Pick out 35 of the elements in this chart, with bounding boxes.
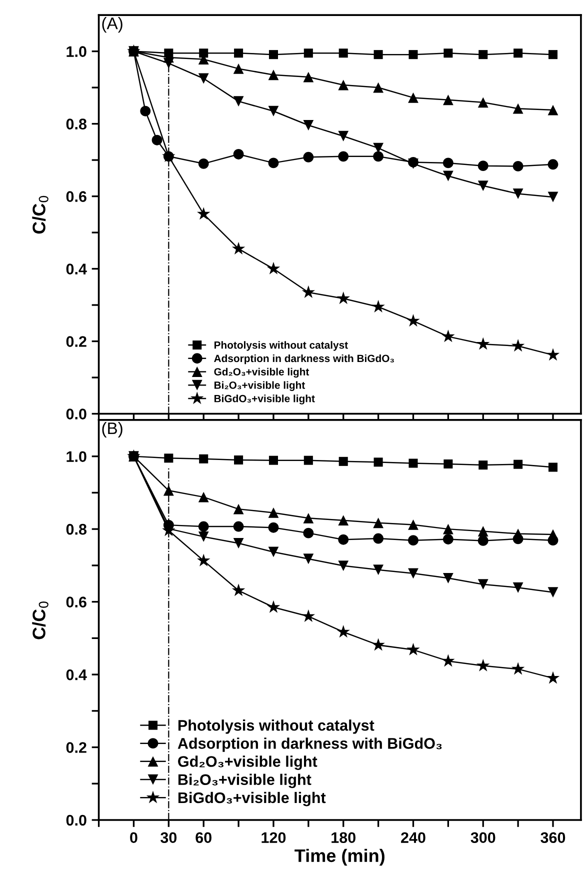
y-tick-label: 1.0 (66, 46, 86, 57)
legend-label: Bi₂O₃+visible light (214, 381, 305, 391)
legend-label: Gd₂O₃+visible light (178, 756, 318, 770)
x-tick-label: 0 (130, 832, 138, 844)
y-tick-label: 0.2 (66, 336, 86, 347)
x-tick-label: 360 (540, 832, 566, 844)
y-tick-label: 0.6 (66, 191, 86, 202)
x-tick-label: 240 (401, 832, 426, 844)
annotation: (A) (102, 17, 122, 33)
x-tick-label: 300 (470, 832, 496, 844)
x-tick-label: 60 (196, 832, 212, 844)
legend-label: Photolysis without catalyst (178, 720, 374, 734)
legend-label: Gd₂O₃+visible light (214, 368, 310, 378)
y-tick-label: 1.0 (66, 451, 86, 462)
x-tick-label: 120 (262, 832, 286, 844)
legend-label: Adsorption in darkness with BiGdO₃ (178, 738, 442, 752)
legend-label: Bi₂O₃+visible light (178, 774, 312, 788)
y-axis-title: C/C$_{0}$ (32, 601, 48, 640)
y-axis-title: C/C$_{0}$ (32, 196, 48, 234)
y-tick-label: 0.8 (66, 118, 87, 130)
x-tick-label: 180 (332, 832, 356, 844)
y-tick-label: 0.2 (66, 742, 86, 753)
y-tick-label: 0.0 (66, 408, 86, 420)
y-tick-label: 0.6 (66, 596, 86, 608)
y-tick-label: 0.0 (66, 814, 86, 826)
x-tick-label: 30 (160, 832, 177, 844)
y-tick-label: 0.8 (66, 524, 87, 535)
legend-label: Adsorption in darkness with BiGdO₃ (214, 354, 394, 364)
legend-label: BiGdO₃+visible light (178, 792, 326, 806)
legend-label: BiGdO₃+visible light (214, 394, 315, 404)
annotation: (B) (102, 422, 122, 438)
y-tick-label: 0.4 (66, 669, 87, 680)
x-axis-title: Time (min) (294, 848, 384, 866)
y-tick-label: 0.4 (66, 264, 87, 274)
legend-label: Photolysis without catalyst (214, 341, 348, 351)
